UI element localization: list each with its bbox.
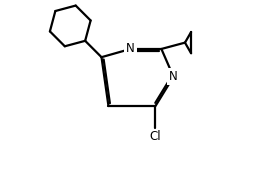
Text: Cl: Cl: [150, 130, 161, 143]
Text: N: N: [169, 70, 178, 83]
Text: N: N: [126, 42, 135, 55]
